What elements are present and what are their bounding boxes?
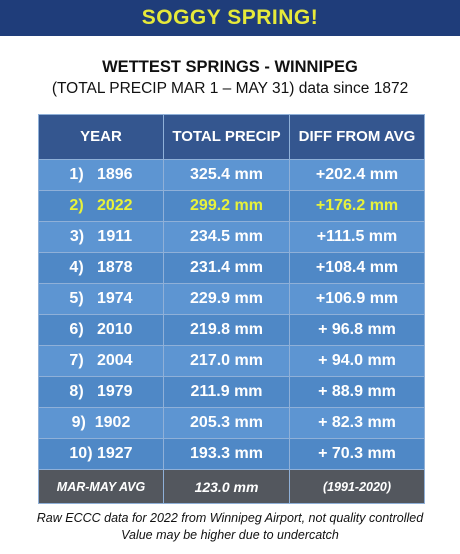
column-header-diff-from-avg: DIFF FROM AVG — [289, 114, 425, 160]
diff-from-avg-cell: + 94.0 mm — [289, 345, 425, 377]
table-row: 9) 1902 205.3 mm + 82.3 mm — [38, 407, 425, 439]
diff-from-avg-cell: + 82.3 mm — [289, 407, 425, 439]
table-row: 8) 1979 211.9 mm + 88.9 mm — [38, 376, 425, 408]
table-row: 10) 1927 193.3 mm + 70.3 mm — [38, 438, 425, 470]
rank-year-cell: 3) 1911 — [38, 221, 164, 253]
diff-from-avg-cell: +108.4 mm — [289, 252, 425, 284]
diff-from-avg-cell: + 96.8 mm — [289, 314, 425, 346]
table-row: 4) 1878 231.4 mm +108.4 mm — [38, 252, 425, 284]
average-period: (1991-2020) — [289, 469, 425, 504]
chart-subheading: (TOTAL PRECIP MAR 1 – MAY 31) data since… — [51, 80, 409, 97]
diff-from-avg-cell: +176.2 mm — [289, 190, 425, 222]
wettest-springs-table: YEAR TOTAL PRECIP DIFF FROM AVG 1) 1896 3… — [38, 114, 425, 504]
total-precip-cell: 219.8 mm — [163, 314, 290, 346]
total-precip-cell: 217.0 mm — [163, 345, 290, 377]
rank-year-cell: 2) 2022 — [38, 190, 164, 222]
total-precip-cell: 231.4 mm — [163, 252, 290, 284]
table-row: 2) 2022 299.2 mm +176.2 mm — [38, 190, 425, 222]
table-row: 3) 1911 234.5 mm +111.5 mm — [38, 221, 425, 253]
diff-from-avg-cell: +111.5 mm — [289, 221, 425, 253]
table-header-row: YEAR TOTAL PRECIP DIFF FROM AVG — [38, 114, 425, 160]
title-banner: SOGGY SPRING! — [0, 0, 460, 36]
diff-from-avg-cell: + 70.3 mm — [289, 438, 425, 470]
table-row: 1) 1896 325.4 mm +202.4 mm — [38, 159, 425, 191]
diff-from-avg-cell: + 88.9 mm — [289, 376, 425, 408]
footnote-data-source: Raw ECCC data for 2022 from Winnipeg Air… — [36, 511, 424, 525]
rank-year-cell: 6) 2010 — [38, 314, 164, 346]
rank-year-cell: 5) 1974 — [38, 283, 164, 315]
rank-year-cell: 7) 2004 — [38, 345, 164, 377]
table-row: 6) 2010 219.8 mm + 96.8 mm — [38, 314, 425, 346]
rank-year-cell: 1) 1896 — [38, 159, 164, 191]
rank-year-cell: 8) 1979 — [38, 376, 164, 408]
column-header-total-precip: TOTAL PRECIP — [163, 114, 290, 160]
average-row: MAR-MAY AVG 123.0 mm (1991-2020) — [38, 469, 425, 504]
table-row: 7) 2004 217.0 mm + 94.0 mm — [38, 345, 425, 377]
chart-heading: WETTEST SPRINGS - WINNIPEG — [102, 58, 358, 76]
table-row: 5) 1974 229.9 mm +106.9 mm — [38, 283, 425, 315]
diff-from-avg-cell: +106.9 mm — [289, 283, 425, 315]
diff-from-avg-cell: +202.4 mm — [289, 159, 425, 191]
total-precip-cell: 234.5 mm — [163, 221, 290, 253]
total-precip-cell: 193.3 mm — [163, 438, 290, 470]
average-value: 123.0 mm — [163, 469, 290, 504]
rank-year-cell: 10) 1927 — [38, 438, 164, 470]
total-precip-cell: 229.9 mm — [163, 283, 290, 315]
total-precip-cell: 205.3 mm — [163, 407, 290, 439]
average-label: MAR-MAY AVG — [38, 469, 164, 504]
banner-title: SOGGY SPRING! — [141, 6, 319, 29]
footnote-undercatch: Value may be higher due to undercatch — [121, 528, 339, 542]
column-header-year: YEAR — [38, 114, 164, 160]
total-precip-cell: 325.4 mm — [163, 159, 290, 191]
total-precip-cell: 211.9 mm — [163, 376, 290, 408]
rank-year-cell: 4) 1878 — [38, 252, 164, 284]
rank-year-cell: 9) 1902 — [38, 407, 164, 439]
total-precip-cell: 299.2 mm — [163, 190, 290, 222]
